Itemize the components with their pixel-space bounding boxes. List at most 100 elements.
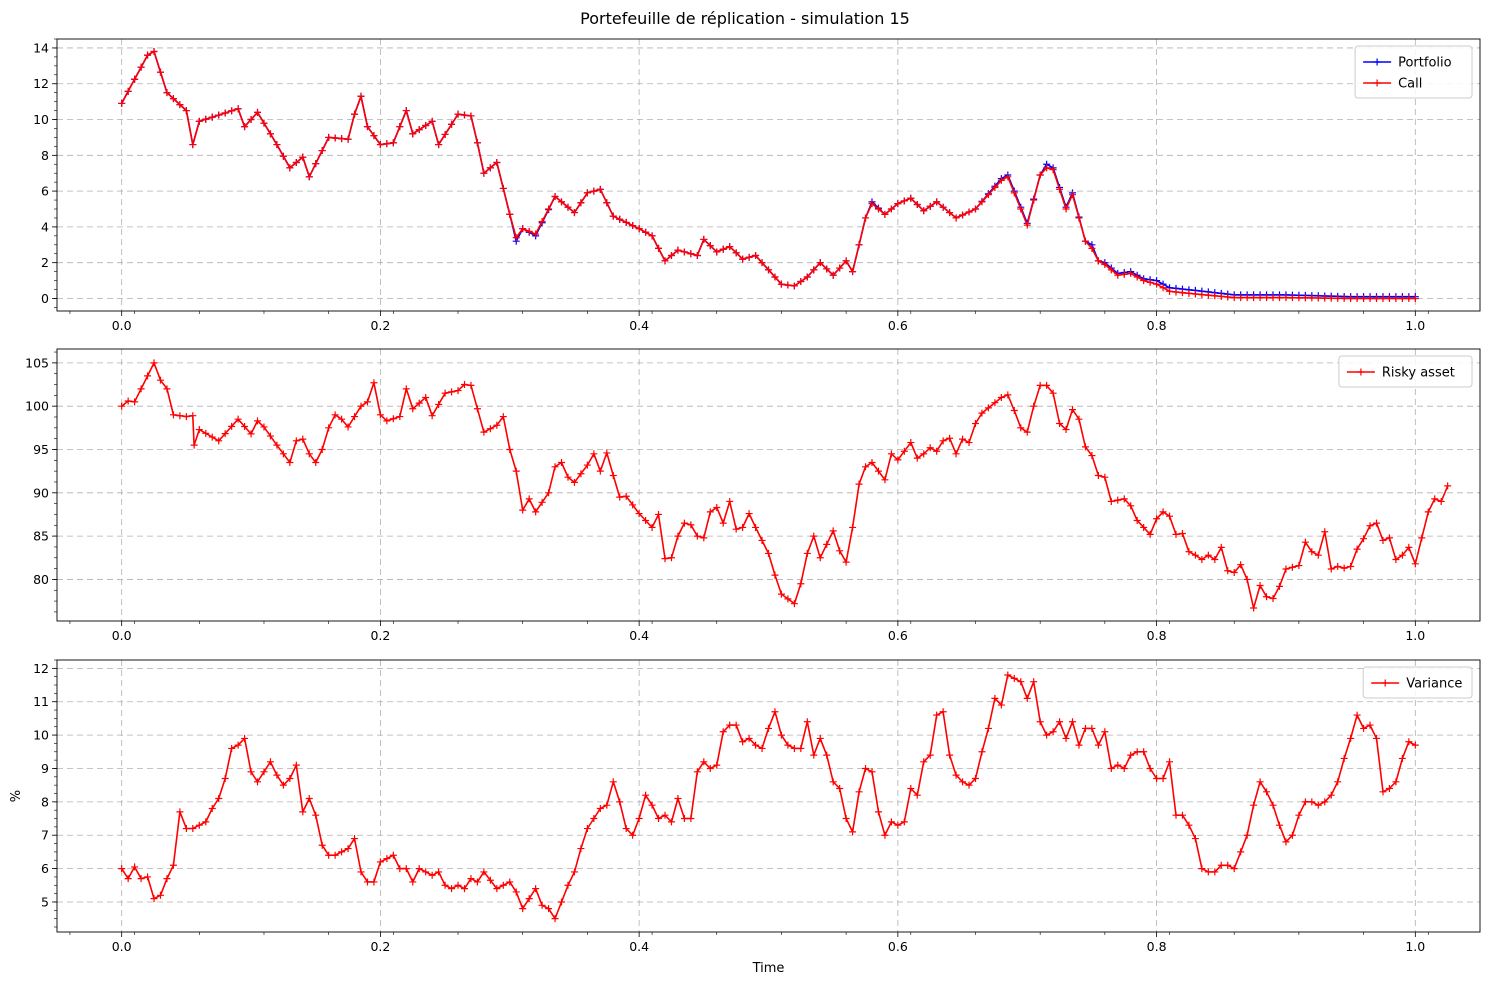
legend-marker <box>1357 368 1365 376</box>
data-point <box>182 413 190 421</box>
data-point <box>1398 294 1406 302</box>
data-point <box>1094 741 1102 749</box>
data-point <box>564 203 572 211</box>
data-point <box>874 467 882 475</box>
data-point <box>1004 671 1012 679</box>
data-point <box>984 191 992 199</box>
data-point <box>273 441 281 449</box>
data-point <box>1308 798 1316 806</box>
data-point <box>1230 568 1238 576</box>
data-point <box>228 744 236 752</box>
data-point <box>706 242 714 250</box>
subplot-2: 0.0 0.2 0.4 0.6 0.8 1.0 80 85 90 95 100 105 Risky as… <box>25 348 1481 643</box>
data-point <box>163 875 171 883</box>
data-point <box>1321 294 1329 302</box>
data-point <box>144 51 152 59</box>
data-point <box>920 758 928 766</box>
data-point <box>1321 528 1329 536</box>
plot-area <box>118 48 1419 302</box>
data-point <box>713 761 721 769</box>
data-point <box>454 881 462 889</box>
data-point <box>674 795 682 803</box>
x-tick-label: 0.8 <box>1147 628 1167 643</box>
data-point <box>1250 604 1258 612</box>
data-point <box>642 228 650 236</box>
data-point <box>1081 443 1089 451</box>
y-tick-label: 85 <box>33 529 49 544</box>
subplot-3: 0.0 0.2 0.4 0.6 0.8 1.0 5 6 7 8 9 10 11 12 Time% Varian… <box>9 659 1481 976</box>
data-point <box>706 508 714 516</box>
data-point <box>984 404 992 412</box>
data-point <box>777 280 785 288</box>
data-point <box>409 878 417 886</box>
data-point <box>726 721 734 729</box>
data-point <box>1036 381 1044 389</box>
data-point <box>182 825 190 833</box>
data-point <box>570 209 578 217</box>
data-point <box>570 868 578 876</box>
data-point <box>939 203 947 211</box>
data-point <box>661 257 669 265</box>
data-point <box>1133 273 1141 281</box>
data-point <box>383 140 391 148</box>
data-point <box>564 881 572 889</box>
data-point <box>1004 391 1012 399</box>
data-point <box>234 741 242 749</box>
data-point <box>202 115 210 123</box>
x-tick-label: 0.4 <box>629 628 649 643</box>
data-point <box>997 701 1005 709</box>
data-point <box>124 87 132 95</box>
data-point <box>1030 402 1038 410</box>
y-tick-label: 0 <box>41 291 49 306</box>
data-point <box>305 173 313 181</box>
data-point <box>331 851 339 859</box>
data-point <box>894 456 902 464</box>
data-point <box>1321 798 1329 806</box>
data-point <box>376 411 384 419</box>
data-point <box>907 439 915 447</box>
data-point <box>758 536 766 544</box>
data-point <box>1101 473 1109 481</box>
data-point <box>137 385 145 393</box>
data-point <box>1275 294 1283 302</box>
data-point <box>1075 214 1083 222</box>
data-point <box>1146 278 1154 286</box>
data-point <box>1023 221 1031 229</box>
data-point <box>1243 575 1251 583</box>
y-tick-label: 100 <box>25 399 49 414</box>
data-point <box>765 266 772 274</box>
data-point <box>1353 545 1361 553</box>
data-point <box>907 784 915 792</box>
data-point <box>868 768 876 776</box>
data-point <box>428 412 436 420</box>
data-point <box>1282 294 1290 302</box>
data-point <box>1301 294 1309 302</box>
data-point <box>1023 694 1031 702</box>
data-point <box>202 818 210 826</box>
data-point <box>1075 415 1083 423</box>
data-point <box>299 153 307 161</box>
data-point <box>797 744 805 752</box>
data-point <box>577 845 585 853</box>
data-point <box>538 901 546 909</box>
data-point <box>292 761 300 769</box>
data-point <box>648 801 656 809</box>
data-point <box>719 519 727 527</box>
data-point <box>965 439 973 447</box>
data-point <box>1269 801 1277 809</box>
data-point <box>965 208 973 216</box>
data-point <box>1424 508 1432 516</box>
data-point <box>823 265 831 273</box>
data-point <box>1243 831 1251 839</box>
data-point <box>991 399 999 407</box>
data-point <box>1314 801 1322 809</box>
data-point <box>1314 294 1322 302</box>
data-point <box>1340 294 1348 302</box>
y-axis: 5 6 7 8 9 10 11 12 <box>33 659 57 928</box>
x-tick-label: 0.4 <box>629 939 649 954</box>
data-point <box>1056 419 1064 427</box>
data-point <box>506 878 514 886</box>
data-point <box>338 415 346 423</box>
x-tick-label: 0.0 <box>112 318 132 333</box>
data-point <box>926 444 934 452</box>
